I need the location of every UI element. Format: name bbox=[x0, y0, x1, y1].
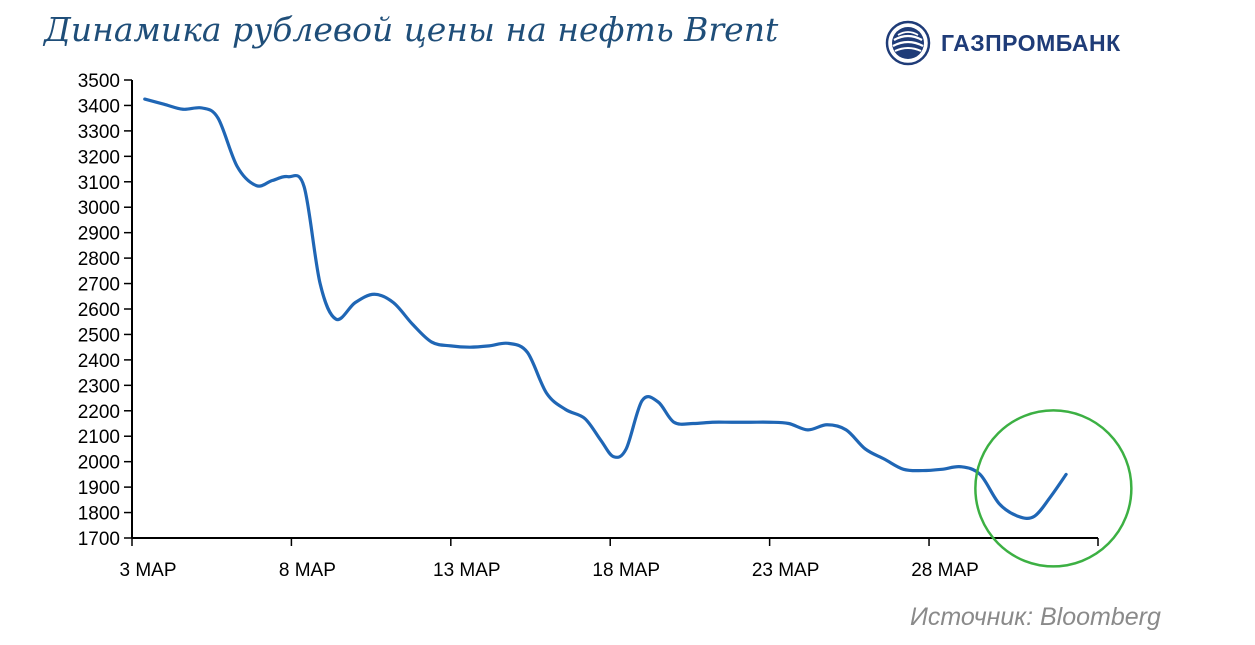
y-tick-label: 1700 bbox=[78, 529, 120, 550]
data-point bbox=[806, 428, 809, 431]
series-line bbox=[143, 97, 1068, 520]
y-tick-label: 2300 bbox=[78, 376, 120, 397]
data-point bbox=[162, 103, 165, 106]
data-point bbox=[657, 400, 660, 403]
data-point bbox=[1033, 515, 1036, 518]
data-point bbox=[335, 318, 338, 321]
source-note: Источник: Bloomberg bbox=[910, 603, 1161, 631]
data-point bbox=[998, 502, 1001, 505]
y-tick-label: 3400 bbox=[78, 96, 120, 117]
data-point bbox=[845, 428, 848, 431]
data-point bbox=[468, 346, 471, 349]
data-point bbox=[583, 417, 586, 420]
data-point bbox=[143, 98, 146, 101]
data-point bbox=[787, 422, 790, 425]
y-tick-label: 2200 bbox=[78, 402, 120, 423]
data-point bbox=[255, 184, 258, 187]
y-tick-label: 1800 bbox=[78, 504, 120, 525]
data-point bbox=[354, 301, 357, 304]
data-point bbox=[1017, 515, 1020, 518]
data-point bbox=[271, 179, 274, 182]
gazprombank-globe-logo-icon bbox=[885, 20, 931, 66]
brand-name: ГАЗПРОМБАНК bbox=[941, 29, 1121, 56]
series-points bbox=[143, 98, 1067, 518]
x-tick-label: 3 МАР bbox=[119, 560, 176, 581]
data-point bbox=[902, 468, 905, 471]
data-point bbox=[319, 282, 322, 285]
data-point bbox=[526, 351, 529, 354]
data-point bbox=[692, 422, 695, 425]
data-point bbox=[564, 408, 567, 411]
y-tick-label: 2800 bbox=[78, 249, 120, 270]
data-point bbox=[201, 106, 204, 109]
x-tick-label: 8 МАР bbox=[279, 560, 336, 581]
y-tick-label: 3500 bbox=[78, 71, 120, 92]
data-point bbox=[979, 473, 982, 476]
data-point bbox=[730, 421, 733, 424]
y-tick-label: 1900 bbox=[78, 478, 120, 499]
y-tick-label: 2600 bbox=[78, 300, 120, 321]
data-point bbox=[864, 447, 867, 450]
x-tick-label: 13 МАР bbox=[433, 560, 501, 581]
y-tick-label: 2500 bbox=[78, 325, 120, 346]
y-tick-label: 3100 bbox=[78, 173, 120, 194]
x-tick-label: 18 МАР bbox=[592, 560, 660, 581]
data-point bbox=[625, 447, 628, 450]
data-point bbox=[940, 468, 943, 471]
y-tick-label: 2700 bbox=[78, 275, 120, 296]
data-point bbox=[749, 421, 752, 424]
data-point bbox=[641, 399, 644, 402]
data-point bbox=[217, 117, 220, 120]
data-point bbox=[507, 342, 510, 345]
data-point bbox=[826, 423, 829, 426]
y-tick-label: 2900 bbox=[78, 224, 120, 245]
data-point bbox=[883, 458, 886, 461]
data-point bbox=[303, 185, 306, 188]
brand-logo: ГАЗПРОМБАНК bbox=[885, 20, 1121, 66]
y-tick-label: 2000 bbox=[78, 453, 120, 474]
data-point bbox=[373, 293, 376, 296]
data-point bbox=[768, 421, 771, 424]
data-point bbox=[488, 344, 491, 347]
y-tick-label: 3300 bbox=[78, 122, 120, 143]
y-tick-label: 3000 bbox=[78, 198, 120, 219]
x-axis-ticks: 3 МАР 8 МАР 13 МАР 18 МАР 23 МАР 28 МАР bbox=[119, 538, 1099, 581]
x-tick-label: 28 МАР bbox=[911, 560, 979, 581]
data-point bbox=[392, 301, 395, 304]
data-point bbox=[545, 391, 548, 394]
data-point bbox=[672, 421, 675, 424]
data-point bbox=[612, 455, 615, 458]
data-point bbox=[1049, 496, 1052, 499]
data-point bbox=[449, 344, 452, 347]
data-point bbox=[959, 465, 962, 468]
data-point bbox=[287, 175, 290, 178]
data-point bbox=[1065, 473, 1068, 476]
y-axis-ticks: 1700 1800 1900 2000 2100 2200 2300 2400 2500 2600… bbox=[78, 71, 132, 550]
data-point bbox=[711, 421, 714, 424]
data-point bbox=[430, 341, 433, 344]
data-point bbox=[236, 165, 239, 168]
data-point bbox=[182, 108, 185, 111]
data-point bbox=[411, 323, 414, 326]
x-tick-label: 23 МАР bbox=[752, 560, 820, 581]
data-point bbox=[599, 439, 602, 442]
y-tick-label: 2400 bbox=[78, 351, 120, 372]
highlight-circle bbox=[974, 409, 1133, 568]
data-point bbox=[921, 469, 924, 472]
chart-title: Динамика рублевой цены на нефть Brent bbox=[44, 10, 779, 49]
y-tick-label: 3200 bbox=[78, 147, 120, 168]
y-tick-label: 2100 bbox=[78, 427, 120, 448]
